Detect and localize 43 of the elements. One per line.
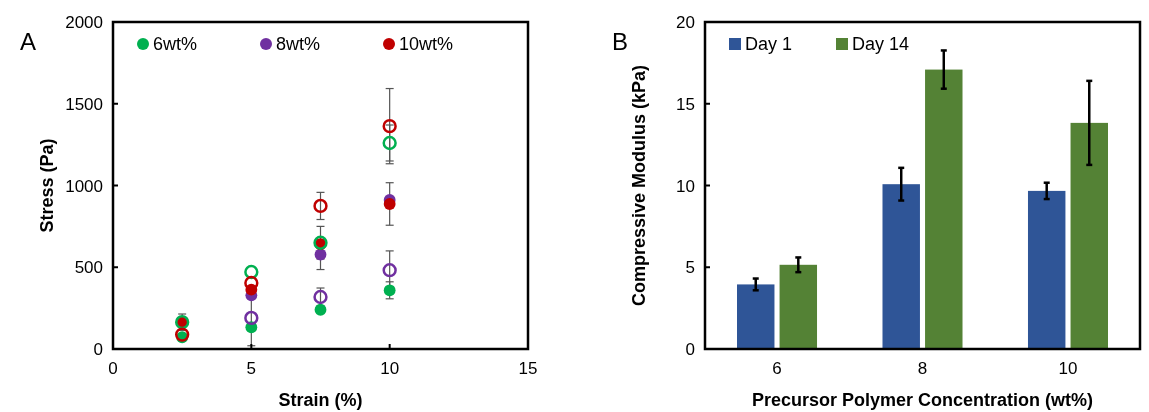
y-axis-title: Stress (Pa)	[37, 138, 57, 233]
x-tick-label: 15	[518, 359, 538, 378]
point	[244, 310, 259, 326]
y-tick-label: 5	[685, 258, 695, 278]
x-axis-title: Strain (%)	[278, 390, 363, 410]
bar	[925, 69, 963, 349]
y-tick-label: 2000	[65, 13, 103, 32]
x-tick-label: 5	[246, 359, 257, 378]
point	[314, 303, 327, 316]
y-tick-label: 10	[676, 176, 695, 196]
y-tick-label: 20	[676, 13, 695, 32]
x-tick-label: 0	[108, 359, 118, 378]
chart-title: B	[612, 28, 629, 55]
y-tick-label: 0	[685, 340, 695, 359]
legend-label: 8wt%	[276, 34, 321, 54]
y-tick-label: 15	[676, 94, 695, 114]
y-tick-label: 0	[93, 340, 103, 359]
x-tick-label: 10	[380, 359, 400, 378]
point	[175, 327, 190, 342]
x-axis-title: Precursor Polymer Concentration (wt%)	[751, 390, 1094, 410]
x-tick-label: 8	[917, 359, 928, 378]
x-tick-label: 6	[772, 359, 782, 378]
y-tick-label: 500	[74, 258, 103, 278]
bar	[1070, 122, 1108, 349]
legend-label: 6wt%	[153, 34, 198, 54]
point	[382, 135, 397, 151]
bar	[1027, 190, 1066, 349]
point	[313, 198, 328, 214]
bar	[882, 184, 920, 349]
point	[382, 263, 397, 278]
y-tick-label: 1500	[65, 94, 103, 114]
legend-label: 10wt%	[399, 34, 454, 54]
legend-label: Day 1	[745, 34, 793, 54]
chart-title: A	[20, 28, 37, 55]
legend-label: Day 14	[852, 34, 910, 54]
x-tick-label: 10	[1058, 359, 1078, 378]
bar	[779, 264, 818, 349]
y-tick-label: 1000	[65, 176, 103, 196]
point	[382, 118, 397, 134]
point	[314, 248, 327, 261]
y-axis-title: Compressive Modulus (kPa)	[629, 64, 649, 307]
bar	[737, 284, 775, 349]
point	[383, 198, 396, 210]
